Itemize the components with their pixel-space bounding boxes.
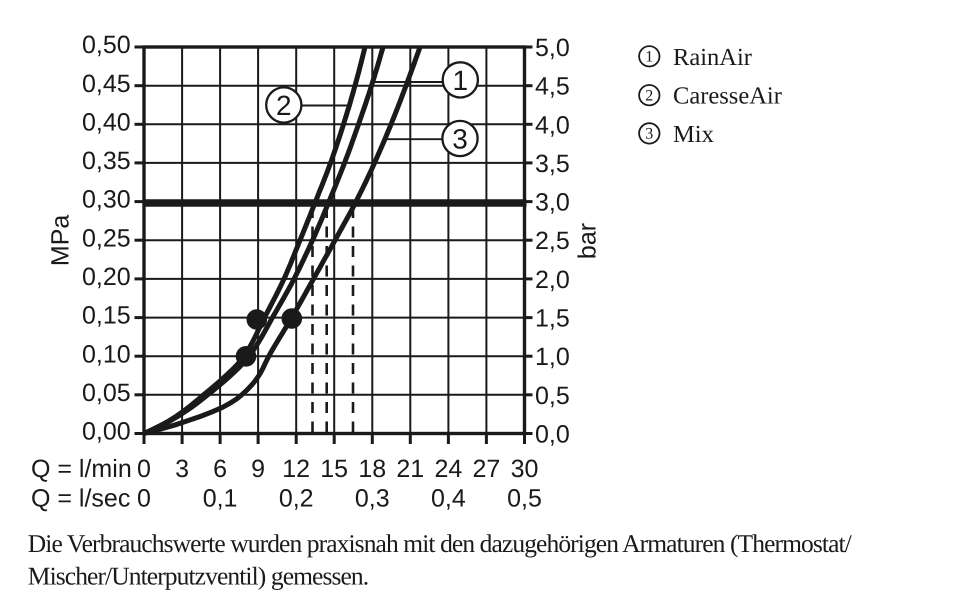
svg-text:2: 2 — [276, 90, 292, 121]
svg-text:Mischer/Unterputzventil) gemes: Mischer/Unterputzventil) gemessen. — [28, 562, 368, 591]
svg-text:0,4: 0,4 — [431, 485, 466, 513]
svg-text:6: 6 — [213, 455, 227, 483]
svg-text:1: 1 — [645, 49, 653, 66]
svg-text:CaresseAir: CaresseAir — [673, 83, 782, 110]
svg-text:0: 0 — [137, 455, 151, 483]
svg-text:15: 15 — [320, 455, 348, 483]
svg-text:0,50: 0,50 — [82, 31, 131, 59]
svg-text:RainAir: RainAir — [673, 44, 752, 71]
svg-text:0: 0 — [137, 485, 151, 513]
svg-text:0,2: 0,2 — [279, 485, 314, 513]
svg-text:27: 27 — [472, 455, 500, 483]
svg-text:2,0: 2,0 — [535, 266, 570, 294]
svg-text:3: 3 — [645, 126, 653, 143]
svg-text:Q = l/min: Q = l/min — [31, 455, 132, 483]
svg-text:0,0: 0,0 — [535, 421, 570, 449]
svg-text:4,5: 4,5 — [535, 73, 570, 101]
svg-text:0,10: 0,10 — [82, 340, 131, 368]
svg-text:0,35: 0,35 — [82, 147, 131, 175]
svg-text:12: 12 — [282, 455, 310, 483]
svg-text:0,25: 0,25 — [82, 224, 131, 252]
svg-text:2,5: 2,5 — [535, 227, 570, 255]
svg-text:24: 24 — [434, 455, 462, 483]
svg-text:bar: bar — [573, 223, 601, 259]
svg-text:9: 9 — [251, 455, 265, 483]
svg-text:0,3: 0,3 — [355, 485, 390, 513]
svg-text:MPa: MPa — [47, 215, 75, 267]
svg-text:Q = l/sec: Q = l/sec — [31, 485, 130, 513]
svg-text:18: 18 — [358, 455, 386, 483]
svg-text:3: 3 — [175, 455, 189, 483]
svg-text:0,45: 0,45 — [82, 70, 131, 98]
svg-text:0,5: 0,5 — [507, 485, 542, 513]
svg-text:0,5: 0,5 — [535, 382, 570, 410]
svg-text:1,0: 1,0 — [535, 343, 570, 371]
svg-text:0,1: 0,1 — [203, 485, 238, 513]
svg-text:3,0: 3,0 — [535, 189, 570, 217]
svg-text:1: 1 — [453, 65, 469, 96]
svg-text:30: 30 — [511, 455, 539, 483]
svg-text:0,05: 0,05 — [82, 379, 131, 407]
svg-text:21: 21 — [396, 455, 424, 483]
svg-text:3: 3 — [452, 124, 468, 155]
svg-text:0,00: 0,00 — [82, 418, 131, 446]
svg-text:1,5: 1,5 — [535, 305, 570, 333]
svg-text:5,0: 5,0 — [535, 34, 570, 62]
svg-text:0,15: 0,15 — [82, 302, 131, 330]
svg-text:4,0: 4,0 — [535, 111, 570, 139]
svg-text:3,5: 3,5 — [535, 150, 570, 178]
svg-text:0,30: 0,30 — [82, 186, 131, 214]
svg-text:0,20: 0,20 — [82, 263, 131, 291]
svg-text:0,40: 0,40 — [82, 108, 131, 136]
svg-text:Die Verbrauchswerte wurden pra: Die Verbrauchswerte wurden praxisnah mit… — [28, 529, 853, 558]
svg-text:2: 2 — [645, 88, 653, 105]
svg-text:Mix: Mix — [673, 121, 714, 148]
